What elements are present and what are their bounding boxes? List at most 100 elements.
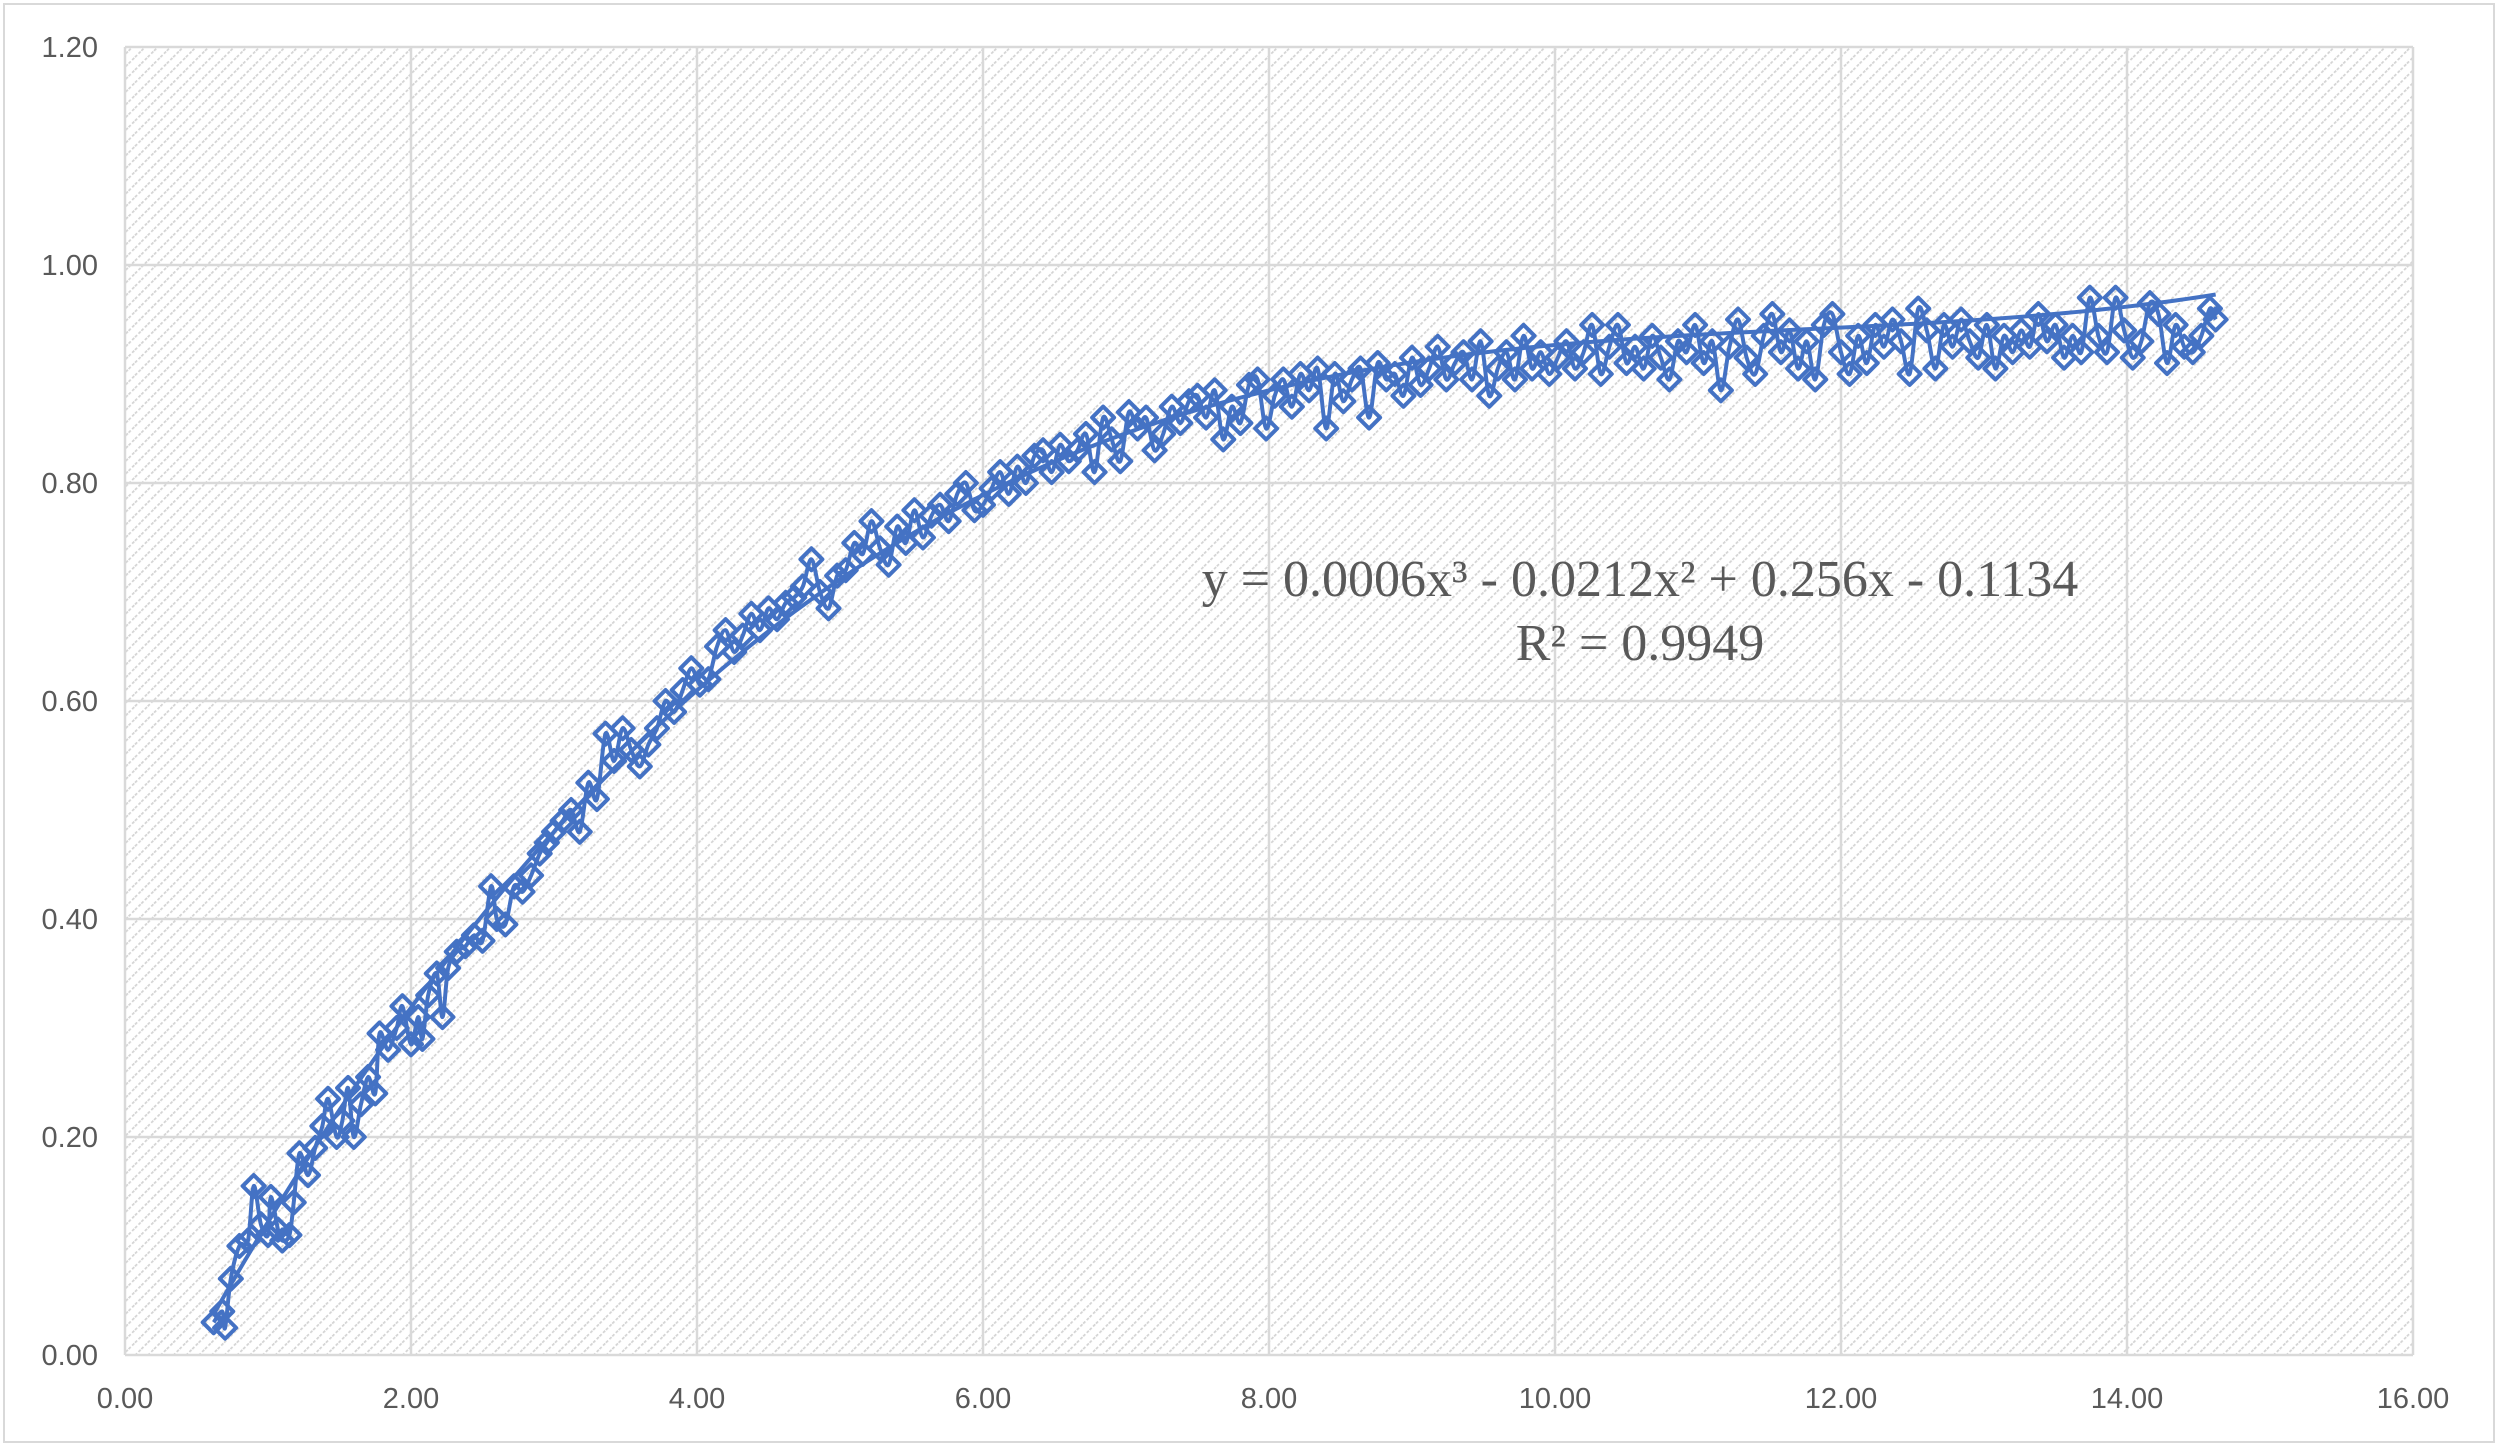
diamond-marker (1527, 339, 1554, 366)
x-tick-label: 14.00 (2091, 1383, 2164, 1415)
diamond-marker (1064, 437, 1091, 464)
diamond-marker (1836, 361, 1863, 387)
trendline-equation: y = 0.0006x³ - 0.0212x² + 0.256x - 0.113… (1202, 551, 2079, 608)
diamond-marker (415, 982, 442, 1009)
diamond-marker (1802, 366, 1829, 393)
diamond-marker (2076, 284, 2103, 311)
diamond-marker (1656, 366, 1683, 393)
diamond-marker (1647, 344, 1674, 371)
diamond-marker (1879, 306, 1906, 333)
diamond-marker (1690, 350, 1717, 377)
diamond-marker (1416, 355, 1443, 382)
diamond-marker (1501, 366, 1528, 393)
x-tick-label: 6.00 (955, 1383, 1011, 1415)
diamond-marker (309, 1113, 336, 1140)
diamond-marker (1922, 355, 1949, 382)
diamond-marker (2162, 311, 2189, 338)
diamond-marker (1956, 328, 1983, 355)
diamond-marker (1622, 333, 1649, 360)
diamond-marker (1467, 328, 1494, 355)
diamond-marker (1072, 420, 1099, 447)
diamond-marker (1167, 410, 1194, 437)
diamond-marker (2102, 284, 2129, 311)
diamond-marker (832, 557, 859, 584)
diamond-marker (1004, 453, 1031, 480)
diamond-marker (217, 1265, 244, 1292)
x-tick-label: 0.00 (97, 1383, 153, 1415)
diamond-marker (2188, 322, 2215, 349)
diamond-marker (566, 818, 593, 845)
diamond-marker (2033, 328, 2060, 355)
gridlines (123, 45, 2415, 1357)
diamond-marker (1304, 355, 1331, 382)
diamond-marker (1493, 339, 1520, 366)
diamond-marker (712, 617, 739, 644)
x-tick-label: 16.00 (2377, 1383, 2450, 1415)
diamond-marker (1519, 355, 1546, 382)
diamond-marker (601, 747, 628, 774)
diamond-marker (686, 671, 713, 698)
diamond-marker (315, 1085, 342, 1112)
diamond-marker (443, 938, 470, 965)
diamond-marker (1982, 355, 2009, 382)
diamond-marker (1965, 344, 1992, 371)
diamond-marker (269, 1227, 296, 1254)
diamond-marker (824, 562, 851, 589)
diamond-marker (1364, 350, 1391, 377)
diamond-marker (1536, 361, 1563, 387)
diamond-marker (2111, 317, 2138, 344)
diamond-marker (1321, 361, 1348, 387)
diamond-marker (1373, 366, 1400, 393)
diamond-marker (643, 715, 670, 742)
diamond-marker (469, 927, 496, 954)
diamond-marker (1012, 470, 1039, 496)
diamond-marker (295, 1162, 322, 1189)
diamond-marker (1742, 361, 1769, 387)
diamond-marker (240, 1173, 267, 1200)
diamond-marker (1682, 311, 1709, 338)
series-markers (200, 284, 2229, 1341)
diamond-marker (2008, 317, 2035, 344)
diamond-marker (1107, 448, 1134, 475)
diamond-marker (1484, 355, 1511, 382)
diamond-marker (764, 606, 791, 633)
diamond-marker (1476, 382, 1503, 409)
diamond-marker (2085, 322, 2112, 349)
diamond-marker (815, 595, 842, 622)
diamond-marker (478, 873, 505, 900)
diamond-marker (1381, 361, 1408, 387)
x-tick-label: 10.00 (1519, 1383, 1592, 1415)
diamond-marker (952, 470, 979, 496)
diamond-marker (509, 878, 536, 905)
diamond-marker (302, 1134, 329, 1161)
polynomial-trendline (211, 292, 2216, 1316)
y-tick-label: 0.40 (42, 904, 98, 936)
diamond-marker (1604, 311, 1631, 338)
diamond-marker (226, 1233, 253, 1259)
diamond-marker (1639, 322, 1666, 349)
diamond-marker (858, 508, 885, 535)
diamond-marker (335, 1074, 362, 1101)
diamond-marker (1278, 393, 1305, 420)
diamond-marker (1553, 328, 1580, 355)
diamond-marker (2025, 301, 2052, 328)
diamond-marker (1235, 371, 1262, 398)
x-axis-tick-labels: 0.00 2.00 4.00 6.00 8.00 10.00 12.00 14.00 16.00 (97, 1383, 2450, 1415)
diamond-marker (806, 579, 833, 605)
diamond-marker (1544, 344, 1571, 371)
diamond-marker (558, 797, 585, 823)
diamond-marker (1296, 377, 1323, 404)
trendline (211, 292, 2216, 1316)
diamond-marker (1201, 377, 1228, 404)
diamond-marker (1244, 366, 1271, 393)
diamond-marker (340, 1124, 367, 1150)
diamond-marker (1853, 350, 1880, 377)
diamond-marker (1141, 437, 1168, 464)
diamond-marker (1776, 317, 1803, 344)
diamond-marker (661, 698, 688, 725)
diamond-marker (405, 1004, 432, 1031)
diamond-marker (927, 491, 954, 518)
diamond-marker (2059, 322, 2086, 349)
diamond-marker (1819, 301, 1846, 328)
diamond-marker (1630, 355, 1657, 382)
